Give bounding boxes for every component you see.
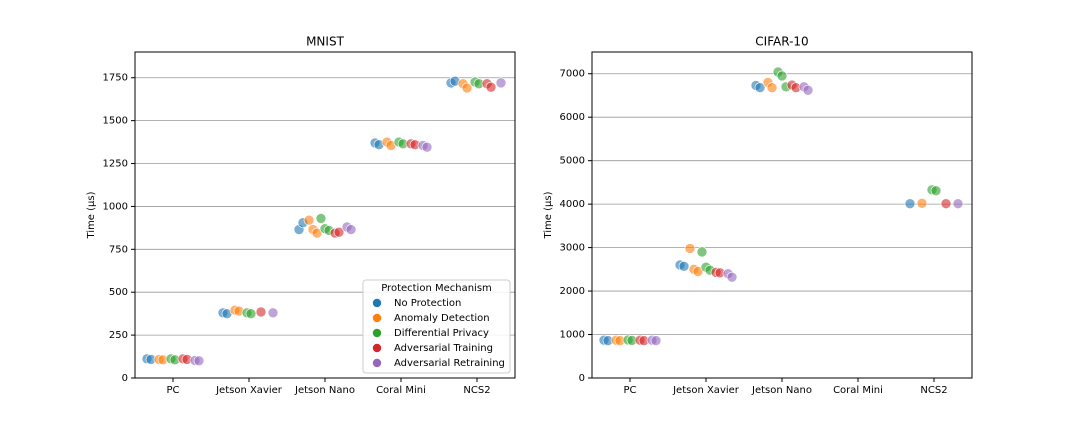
point <box>726 271 738 283</box>
legend-box <box>362 279 511 374</box>
x-tick-label: NCS2 <box>920 385 947 396</box>
y-tick-label: 1750 <box>103 73 128 84</box>
y-tick-label: 4000 <box>560 199 585 210</box>
legend-label: Adversarial Retraining <box>394 358 505 369</box>
point <box>940 198 952 209</box>
y-tick-label: 1000 <box>560 330 585 341</box>
x-tick-label: Coral Mini <box>833 385 883 396</box>
legend-marker <box>372 313 382 323</box>
plot-frame <box>591 51 973 379</box>
point <box>650 335 662 346</box>
x-tick-label: Coral Mini <box>376 385 426 396</box>
y-tick-label: 7000 <box>560 69 585 80</box>
point <box>916 197 928 209</box>
x-tick-label: Jetson Xavier <box>672 385 740 396</box>
y-tick-label: 1500 <box>103 116 128 127</box>
point <box>333 226 345 238</box>
legend-label: No Protection <box>394 298 461 309</box>
point <box>245 308 257 319</box>
point <box>421 141 433 153</box>
point <box>696 246 708 258</box>
legend-label: Differential Privacy <box>394 328 489 339</box>
chart-title: MNIST <box>306 35 344 49</box>
legend-title: Protection Mechanism <box>381 283 492 294</box>
point <box>303 214 315 226</box>
legend-marker <box>372 298 382 308</box>
x-tick-label: PC <box>166 385 179 396</box>
point <box>684 243 696 254</box>
legend-marker <box>372 343 382 353</box>
y-tick-label: 5000 <box>560 156 585 167</box>
y-tick-label: 3000 <box>560 243 585 254</box>
point <box>678 260 690 272</box>
x-tick-label: Jetson Nano <box>294 385 355 396</box>
point <box>952 198 964 209</box>
legend-label: Adversarial Training <box>394 343 493 354</box>
x-tick-label: NCS2 <box>463 385 490 396</box>
point <box>904 198 916 209</box>
y-tick-label: 500 <box>109 287 128 298</box>
y-axis-label: Time (μs) <box>86 191 97 239</box>
y-tick-label: 250 <box>109 330 128 341</box>
point <box>461 82 473 94</box>
point <box>495 77 507 89</box>
point <box>754 82 766 93</box>
legend-marker <box>372 358 382 368</box>
y-tick-label: 6000 <box>560 112 585 123</box>
point <box>776 70 788 82</box>
point <box>766 82 778 93</box>
point <box>193 355 205 367</box>
x-tick-label: PC <box>623 385 636 396</box>
point <box>315 213 327 224</box>
point <box>255 306 267 318</box>
x-tick-label: Jetson Nano <box>751 385 812 396</box>
point <box>485 81 497 93</box>
y-tick-label: 0 <box>122 373 128 384</box>
chart: MNIST Time (μs) 0 250 500 750 1000 1250 1500 1750… <box>86 35 516 396</box>
chart: CIFAR-10 Time (μs) 0 1000 2000 3000 4000 5000 60… <box>543 35 973 396</box>
y-tick-label: 2000 <box>560 286 585 297</box>
point <box>802 84 814 96</box>
y-tick-label: 1000 <box>103 201 128 212</box>
y-tick-label: 750 <box>109 244 128 255</box>
legend-marker <box>372 328 382 338</box>
chart-title: CIFAR-10 <box>755 35 808 49</box>
legend-label: Anomaly Detection <box>394 313 490 324</box>
point <box>267 307 279 319</box>
y-tick-label: 1250 <box>103 159 128 170</box>
y-axis-label: Time (μs) <box>543 191 554 239</box>
point <box>345 224 357 235</box>
point <box>930 185 942 196</box>
y-tick-label: 0 <box>579 373 585 384</box>
x-tick-label: Jetson Xavier <box>215 385 283 396</box>
